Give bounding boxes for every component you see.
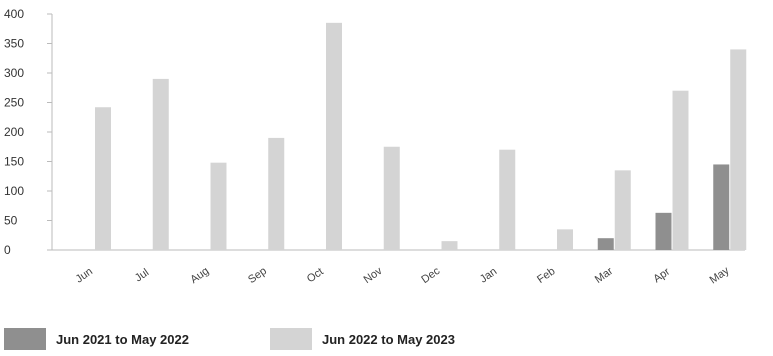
y-tick-label: 50 <box>4 214 18 228</box>
y-tick-label: 100 <box>4 184 24 198</box>
bar-series-2-sep <box>268 137 285 250</box>
legend-swatch-series-1 <box>4 328 46 350</box>
x-tick-label: Feb <box>535 265 557 286</box>
x-tick-label: Jan <box>478 266 499 286</box>
y-tick-label: 250 <box>4 96 24 110</box>
legend-label-series-1: Jun 2021 to May 2022 <box>56 331 189 347</box>
bar-series-2-jan <box>499 149 516 250</box>
x-tick-label: Sep <box>246 265 269 286</box>
bar-series-2-dec <box>441 241 458 250</box>
x-tick-label: Nov <box>362 265 385 286</box>
x-tick-label: Dec <box>419 265 442 286</box>
y-tick-label: 400 <box>4 7 24 21</box>
y-tick-label: 350 <box>4 37 24 51</box>
bar-series-2-aug <box>210 162 227 250</box>
y-tick-label: 300 <box>4 66 24 80</box>
x-tick-label: Jun <box>74 266 95 286</box>
x-tick-label: Apr <box>651 266 672 286</box>
legend-item-series-1: Jun 2021 to May 2022 <box>4 328 189 350</box>
bar-series <box>95 22 747 251</box>
bar-series-2-feb <box>557 229 573 250</box>
bar-series-2-jun <box>95 107 111 250</box>
bar-series-2-oct <box>326 22 342 250</box>
legend-item-series-2: Jun 2022 to May 2023 <box>270 328 455 350</box>
legend-swatch-series-2 <box>270 328 312 350</box>
bar-series-1-mar <box>597 238 614 250</box>
bar-series-2-apr <box>672 90 689 250</box>
x-tick-label: May <box>708 264 732 286</box>
bar-series-2-nov <box>383 146 400 250</box>
bar-series-1-may <box>713 164 730 250</box>
y-tick-label: 150 <box>4 155 24 169</box>
y-tick-label: 200 <box>4 125 24 139</box>
y-tick-label: 0 <box>4 243 11 257</box>
y-axis-ticks: 0 50 100 150 200 250 300 350 400 <box>4 7 52 257</box>
legend: Jun 2021 to May 2022 Jun 2022 to May 202… <box>0 310 773 356</box>
x-tick-label: Mar <box>593 265 616 286</box>
bar-chart: 0 50 100 150 200 250 300 350 400 Jun Jul Aug Sep Oct… <box>4 7 747 286</box>
x-axis-ticks: Jun Jul Aug Sep Oct Nov Dec Jan Feb Mar Apr May <box>74 264 732 286</box>
bar-series-2-mar <box>614 170 631 250</box>
bar-series-1-apr <box>655 212 672 250</box>
x-tick-label: Oct <box>305 266 326 286</box>
x-tick-label: Aug <box>188 265 211 286</box>
bar-series-2-may <box>730 49 747 251</box>
x-tick-label: Jul <box>133 267 151 285</box>
legend-label-series-2: Jun 2022 to May 2023 <box>322 331 455 347</box>
bar-series-2-jul <box>152 78 169 251</box>
